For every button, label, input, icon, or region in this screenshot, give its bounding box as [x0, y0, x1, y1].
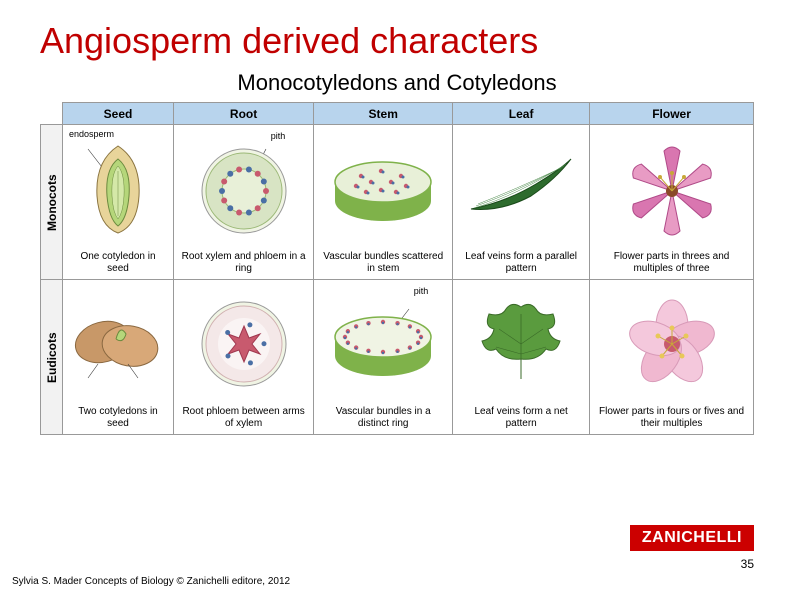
comparison-table: Seed Root Stem Leaf Flower Monocots endo…	[40, 102, 754, 435]
caption-monocot-seed: One cotyledon in seed	[65, 249, 171, 276]
cell-eudicot-flower: Flower parts in fours or fives and their…	[590, 280, 754, 435]
footer-text: Sylvia S. Mader Concepts of Biology © Za…	[12, 576, 290, 587]
cell-eudicot-root: Root phloem between arms of xylem	[173, 280, 313, 435]
page-subtitle: Monocotyledons and Cotyledons	[40, 70, 754, 96]
caption-eudicot-leaf: Leaf veins form a net pattern	[455, 404, 587, 431]
cell-eudicot-leaf: Leaf veins form a net pattern	[453, 280, 590, 435]
caption-monocot-root: Root xylem and phloem in a ring	[176, 249, 311, 276]
cell-monocot-leaf: Leaf veins form a parallel pattern	[453, 125, 590, 280]
stem-monocot-icon	[316, 128, 450, 249]
row-label-monocots: Monocots	[41, 125, 63, 280]
row-label-eudicots: Eudicots	[41, 280, 63, 435]
leaf-eudicot-icon	[455, 283, 587, 404]
cell-monocot-seed: endosperm One cotyledon in seed	[63, 125, 174, 280]
col-leaf: Leaf	[453, 103, 590, 125]
seed-eudicot-icon	[65, 283, 171, 404]
ann-pith-stem: pith	[414, 286, 429, 296]
cell-monocot-flower: Flower parts in threes and multiples of …	[590, 125, 754, 280]
row-eudicots: Eudicots Two cotyledons in seed	[41, 280, 754, 435]
ann-pith-root: pith	[271, 131, 286, 141]
cell-monocot-stem: Vascular bundles scattered in stem	[314, 125, 453, 280]
root-monocot-icon	[176, 128, 311, 249]
col-flower: Flower	[590, 103, 754, 125]
caption-eudicot-stem: Vascular bundles in a distinct ring	[316, 404, 450, 431]
page-title: Angiosperm derived characters	[40, 20, 754, 62]
caption-monocot-leaf: Leaf veins form a parallel pattern	[455, 249, 587, 276]
caption-eudicot-root: Root phloem between arms of xylem	[176, 404, 311, 431]
seed-monocot-icon	[65, 128, 171, 249]
flower-eudicot-icon	[592, 283, 751, 404]
page-number: 35	[741, 557, 754, 571]
caption-eudicot-seed: Two cotyledons in seed	[65, 404, 171, 431]
root-eudicot-icon	[176, 283, 311, 404]
cell-eudicot-seed: Two cotyledons in seed	[63, 280, 174, 435]
caption-monocot-flower: Flower parts in threes and multiples of …	[592, 249, 751, 276]
flower-monocot-icon	[592, 128, 751, 249]
publisher-logo: ZANICHELLI	[630, 525, 754, 551]
table-header-row: Seed Root Stem Leaf Flower	[41, 103, 754, 125]
col-seed: Seed	[63, 103, 174, 125]
caption-eudicot-flower: Flower parts in fours or fives and their…	[592, 404, 751, 431]
row-monocots: Monocots endosperm One cotyledon in seed…	[41, 125, 754, 280]
cell-monocot-root: pith Root xylem and phloem in a ring	[173, 125, 313, 280]
col-stem: Stem	[314, 103, 453, 125]
leaf-monocot-icon	[455, 128, 587, 249]
stem-eudicot-icon	[316, 283, 450, 404]
col-root: Root	[173, 103, 313, 125]
ann-endosperm: endosperm	[69, 129, 114, 139]
caption-monocot-stem: Vascular bundles scattered in stem	[316, 249, 450, 276]
cell-eudicot-stem: pith Vascular bundles in a distinct ring	[314, 280, 453, 435]
